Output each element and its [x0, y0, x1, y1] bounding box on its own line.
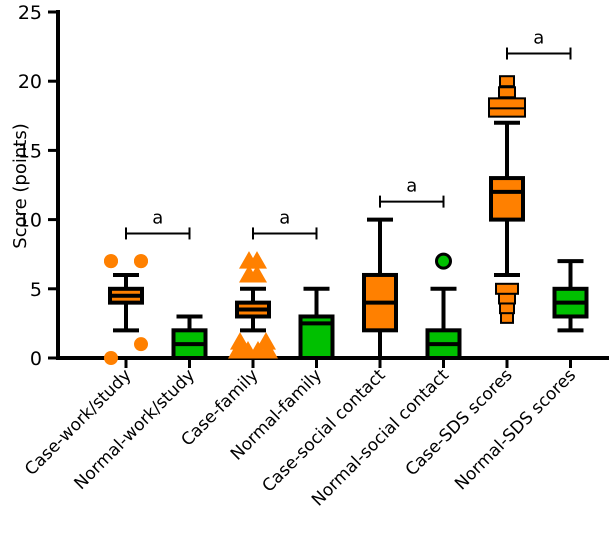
outlier-point — [230, 332, 250, 350]
x-category-label: Case-SDS scores — [402, 365, 517, 480]
box-normal-8 — [552, 259, 589, 333]
y-tick-label: 25 — [18, 2, 42, 24]
box-normal-6 — [425, 252, 462, 361]
outlier-point — [499, 302, 515, 315]
outlier-point — [104, 351, 118, 365]
y-axis-title: Score (points) — [10, 123, 31, 248]
outlier-point — [258, 341, 278, 359]
outlier-point — [134, 337, 148, 352]
significance-label: a — [533, 28, 544, 49]
significance-label: a — [152, 207, 163, 228]
outlier-point — [499, 75, 515, 88]
y-tick-label: 0 — [30, 348, 42, 370]
outlier-point — [498, 292, 516, 305]
significance-bracket: a — [125, 207, 191, 240]
outlier-point — [488, 97, 526, 110]
box-normal-4 — [298, 286, 335, 361]
outlier-point — [247, 264, 267, 283]
outlier-point — [500, 311, 514, 324]
significance-label: a — [406, 176, 417, 197]
y-tick-label: 10 — [18, 210, 42, 232]
y-tick-label: 20 — [18, 71, 42, 93]
outlier-point — [134, 254, 148, 269]
box-normal-2 — [171, 314, 208, 361]
outlier-point — [435, 252, 452, 270]
x-category-label: Case-work/study — [21, 365, 135, 479]
significance-bracket: a — [252, 207, 318, 240]
outlier-point — [495, 282, 519, 295]
significance-bracket: a — [506, 28, 572, 60]
x-category-label: Normal-SDS scores — [451, 365, 580, 494]
y-tick-label: 15 — [18, 140, 42, 162]
y-tick-label: 5 — [30, 279, 42, 301]
x-category-label: Normal-work/study — [71, 365, 199, 493]
outlier-point — [247, 251, 267, 269]
outlier-point — [256, 332, 276, 350]
box-case-1 — [104, 254, 148, 365]
outlier-point — [104, 254, 118, 269]
iqr-box — [489, 176, 525, 222]
box-case-3 — [228, 251, 278, 359]
significance-bracket: a — [379, 176, 445, 208]
significance-label: a — [279, 207, 290, 228]
box-case-7 — [488, 75, 526, 324]
box-case-5 — [362, 217, 398, 360]
outlier-point — [498, 86, 516, 99]
x-category-label: Case-social contact — [259, 365, 390, 496]
plot-area: 0 5 10 15 20 25 Case-work/studyNormal-work/stu… — [18, 2, 609, 510]
